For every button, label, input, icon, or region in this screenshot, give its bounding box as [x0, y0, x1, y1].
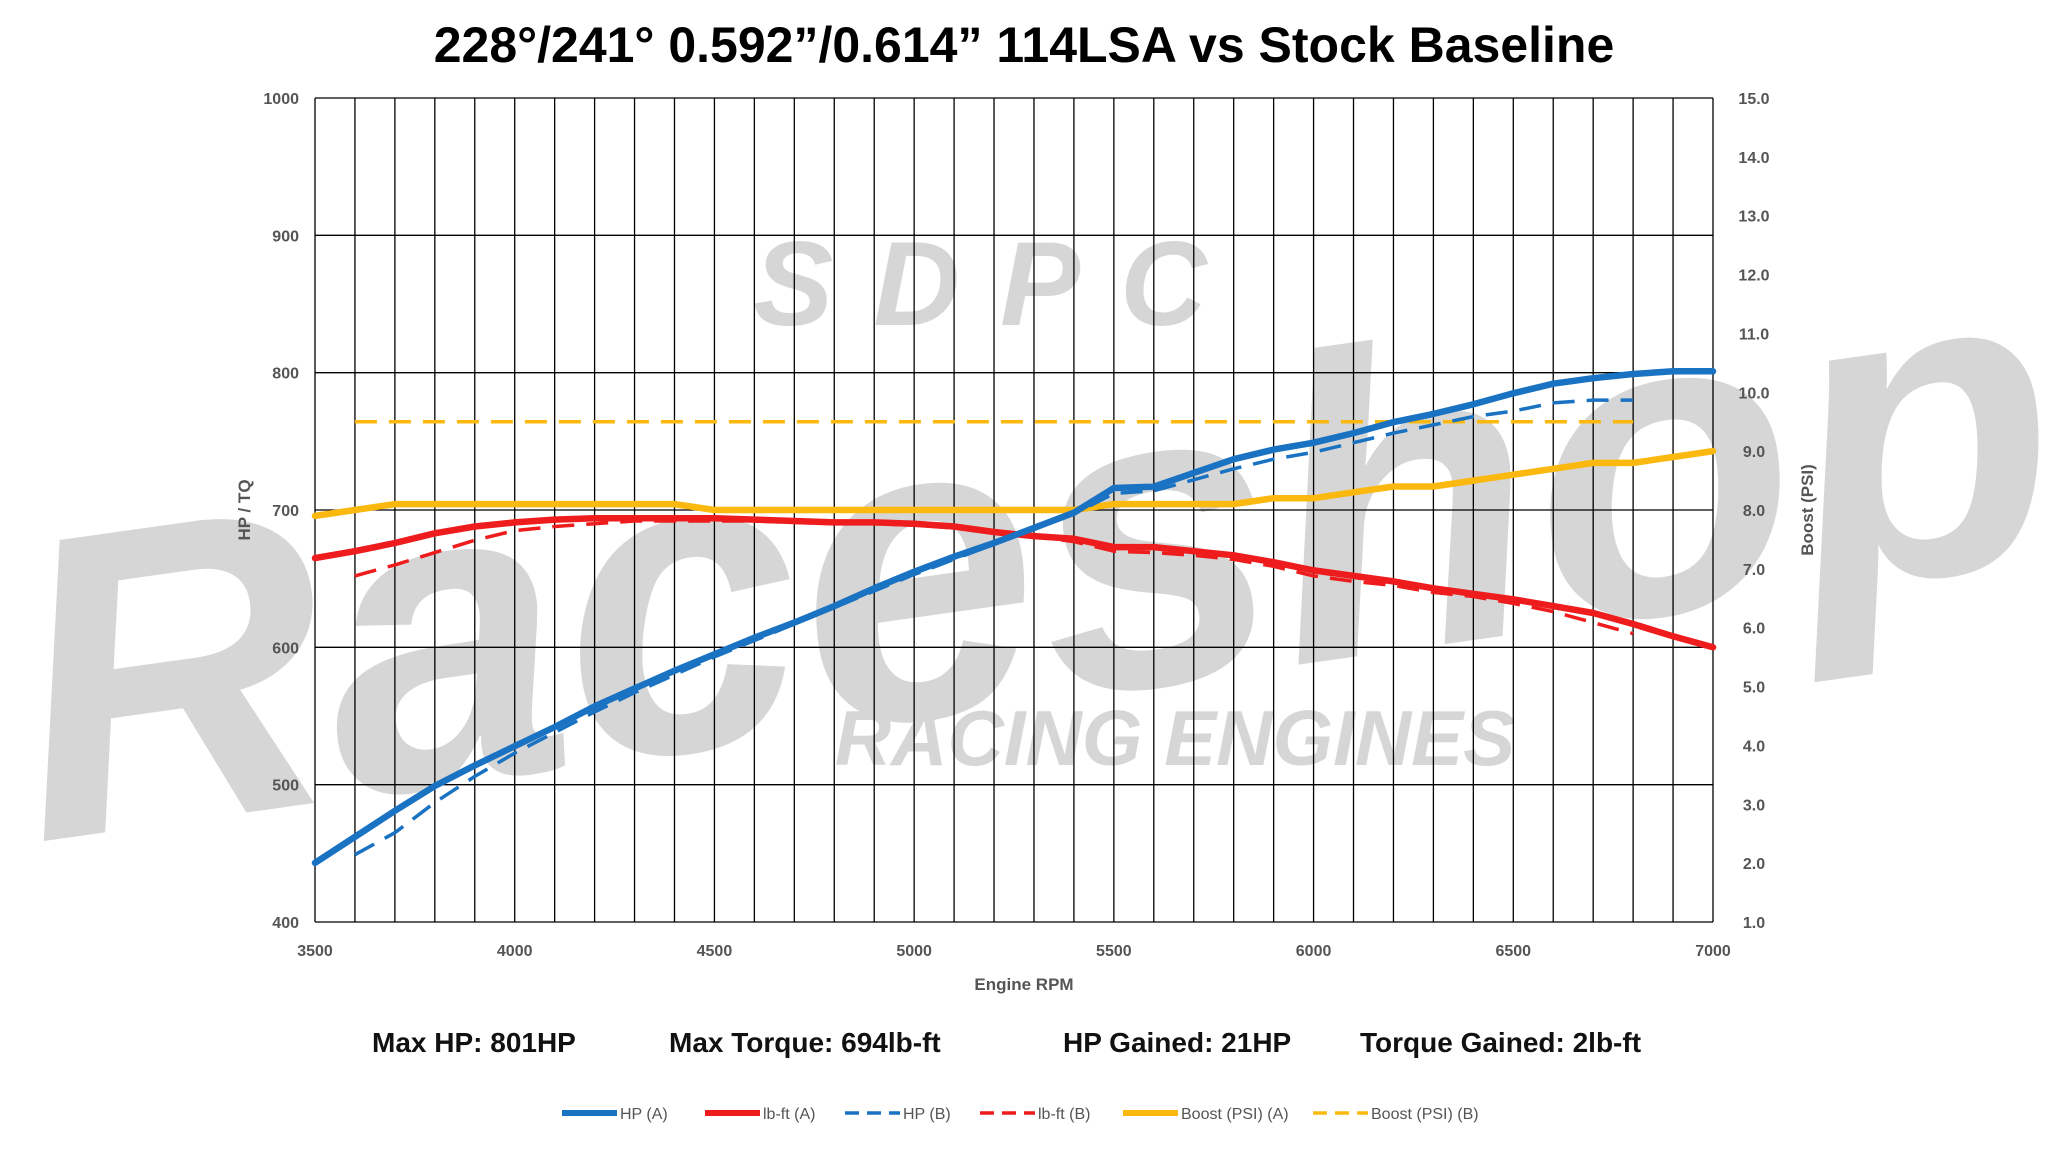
x-tick-label: 5500: [1096, 943, 1132, 960]
legend-label: lb-ft (A): [763, 1106, 815, 1123]
y-tick-label: 1000: [263, 91, 299, 108]
y-tick-label: 500: [272, 778, 299, 795]
legend-label: lb-ft (B): [1038, 1106, 1090, 1123]
series-line-hp-b: [354, 398, 1634, 857]
y2-tick-label: 14.0: [1738, 150, 1769, 167]
x-tick-label: 4500: [697, 943, 733, 960]
y2-tick-label: 5.0: [1743, 680, 1765, 697]
y2-tick-label: 15.0: [1738, 91, 1769, 108]
stats-row: Max HP: 801HP Max Torque: 694lb-ft HP Ga…: [372, 1027, 1641, 1058]
y-axis-label: HP / TQ: [235, 479, 254, 540]
y2-tick-label: 8.0: [1743, 503, 1765, 520]
y-tick-label: 900: [272, 228, 299, 245]
y-tick-label: 800: [272, 366, 299, 383]
x-tick-label: 5000: [896, 943, 932, 960]
y2-tick-label: 6.0: [1743, 621, 1765, 638]
watermark-sdpc: SDPC: [753, 217, 1246, 351]
y2-tick-label: 9.0: [1743, 444, 1765, 461]
stat-hp-gained: HP Gained: 21HP: [1063, 1027, 1291, 1058]
x-axis-label: Engine RPM: [974, 975, 1073, 994]
y2-tick-label: 10.0: [1738, 385, 1769, 402]
tick-labels: 400 500 600 700 800 900 1000 1.0 2.0 3.0 4.0 5.0 6.0…: [263, 91, 1769, 960]
series-line-hp-a: [311, 368, 1717, 867]
x-tick-label: 7000: [1695, 943, 1731, 960]
y2-tick-label: 13.0: [1738, 209, 1769, 226]
watermark-logo: SDPC Raceshop RACING ENGINES: [0, 172, 2048, 935]
y2-tick-label: 3.0: [1743, 797, 1765, 814]
legend: HP (A) lb-ft (A) HP (B) lb-ft (B) Boost (PSI…: [562, 1106, 1479, 1123]
series-group: [311, 368, 1717, 867]
y-tick-label: 600: [272, 640, 299, 657]
y2-tick-label: 1.0: [1743, 915, 1765, 932]
stat-max-torque: Max Torque: 694lb-ft: [669, 1027, 941, 1058]
y-tick-label: 700: [272, 503, 299, 520]
x-tick-label: 6000: [1296, 943, 1332, 960]
y2-tick-label: 12.0: [1738, 268, 1769, 285]
chart-title: 228°/241° 0.592”/0.614” 114LSA vs Stock …: [434, 17, 1615, 73]
y2-tick-label: 2.0: [1743, 856, 1765, 873]
x-tick-label: 6500: [1495, 943, 1531, 960]
y2-tick-label: 7.0: [1743, 562, 1765, 579]
watermark-racing-engines: RACING ENGINES: [835, 694, 1515, 782]
y2-tick-label: 11.0: [1739, 326, 1769, 343]
series-line-boost-psi-a: [311, 447, 1717, 520]
stat-max-hp: Max HP: 801HP: [372, 1027, 576, 1058]
y2-tick-label: 4.0: [1743, 738, 1765, 755]
x-tick-label: 3500: [297, 943, 333, 960]
legend-label: HP (B): [903, 1106, 951, 1123]
legend-label: HP (A): [620, 1106, 668, 1123]
legend-label: Boost (PSI) (A): [1181, 1106, 1289, 1123]
y2-axis-label: Boost (PSI): [1798, 464, 1817, 556]
x-tick-label: 4000: [497, 943, 533, 960]
legend-label: Boost (PSI) (B): [1371, 1106, 1479, 1123]
y-tick-label: 400: [272, 915, 299, 932]
stat-torque-gained: Torque Gained: 2lb-ft: [1360, 1027, 1641, 1058]
